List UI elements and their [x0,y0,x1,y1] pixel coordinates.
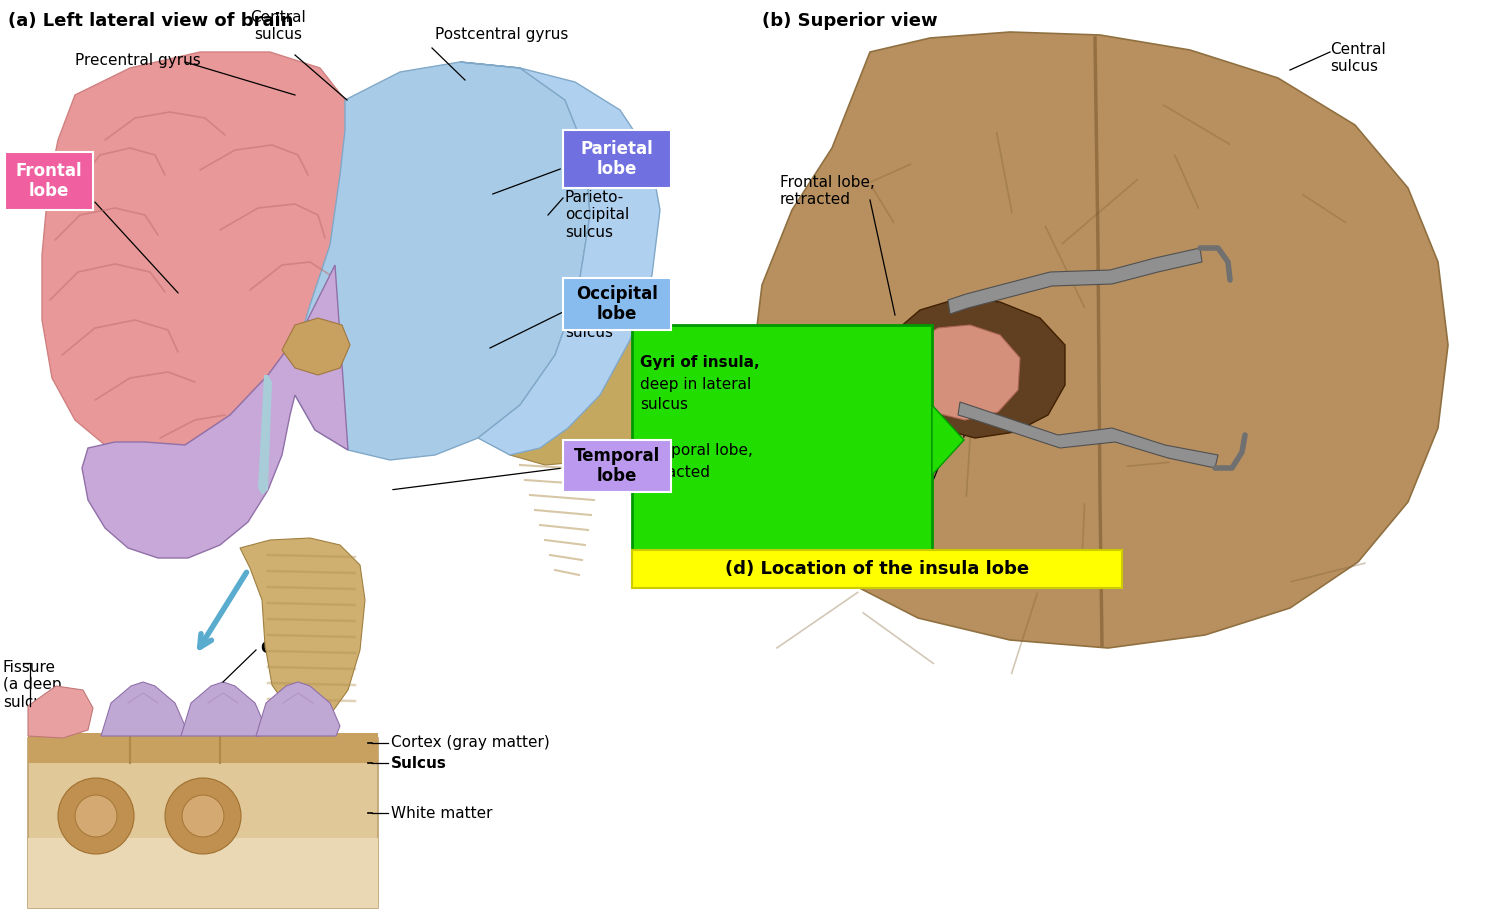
Text: Fissure
(a deep
sulcus): Fissure (a deep sulcus) [3,660,62,710]
Polygon shape [258,375,272,495]
FancyBboxPatch shape [562,130,670,188]
Text: retracted: retracted [640,465,711,480]
Polygon shape [82,265,348,558]
Text: Gyrus: Gyrus [260,640,310,656]
Polygon shape [296,62,590,460]
Polygon shape [100,682,184,736]
Text: Lateral
sulcus: Lateral sulcus [566,308,618,341]
Polygon shape [885,298,1065,438]
Polygon shape [28,686,93,738]
Text: Postcentral gyrus: Postcentral gyrus [435,27,568,42]
Text: Cortex (gray matter): Cortex (gray matter) [392,736,549,750]
Text: (a) Left lateral view of brain: (a) Left lateral view of brain [8,12,294,30]
Polygon shape [958,402,1218,468]
Text: (d) Location of the insula lobe: (d) Location of the insula lobe [724,560,1029,578]
Text: Sulcus: Sulcus [392,756,447,770]
Circle shape [182,795,224,837]
Polygon shape [240,538,364,718]
Text: Central
sulcus: Central sulcus [251,9,306,42]
Circle shape [75,795,117,837]
Text: Temporal lobe,: Temporal lobe, [640,443,753,458]
Polygon shape [752,32,1448,648]
Circle shape [165,778,242,854]
Text: Gyri of insula,: Gyri of insula, [640,355,759,370]
Text: (b) Superior view: (b) Superior view [762,12,938,30]
Text: Precentral gyrus: Precentral gyrus [75,52,201,68]
Polygon shape [932,405,964,475]
Polygon shape [460,62,660,455]
FancyBboxPatch shape [562,278,670,330]
Bar [632,550,1122,588]
Text: Frontal
lobe: Frontal lobe [15,161,82,201]
Polygon shape [42,52,356,455]
Polygon shape [480,320,670,465]
Bar [28,838,378,908]
Text: deep in lateral: deep in lateral [640,377,752,392]
Polygon shape [948,248,1202,314]
Text: White matter: White matter [392,805,492,821]
Text: Occipital
lobe: Occipital lobe [576,285,658,323]
Circle shape [58,778,134,854]
Polygon shape [182,682,266,736]
FancyBboxPatch shape [562,440,670,492]
Polygon shape [256,682,340,736]
Text: Temporal
lobe: Temporal lobe [574,447,660,485]
FancyBboxPatch shape [4,152,93,210]
Bar [632,325,932,550]
Text: Parietal
lobe: Parietal lobe [580,139,654,179]
Bar [28,733,378,763]
Polygon shape [900,325,1020,420]
Text: Parieto-
occipital
sulcus: Parieto- occipital sulcus [566,190,630,240]
Text: sulcus: sulcus [640,397,688,412]
Text: Frontal lobe,
retracted: Frontal lobe, retracted [780,175,874,207]
Bar [28,738,378,908]
Polygon shape [282,318,350,375]
Text: Central
sulcus: Central sulcus [1330,42,1386,74]
